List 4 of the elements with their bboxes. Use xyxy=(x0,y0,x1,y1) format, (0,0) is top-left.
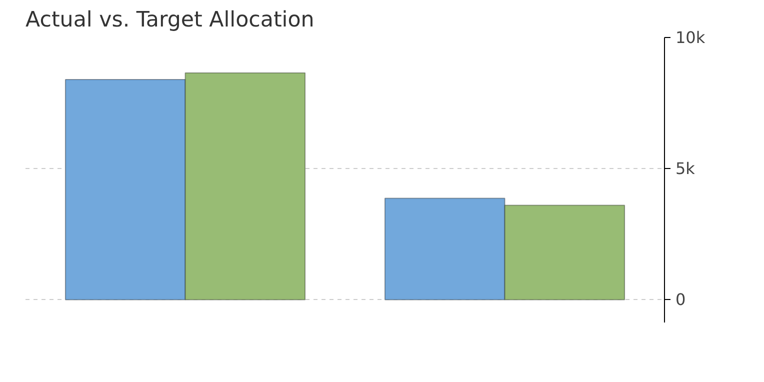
y-tick-label: 10k xyxy=(676,28,706,47)
y-tick-label: 0 xyxy=(676,290,686,310)
y-tick-label: 5k xyxy=(676,159,696,178)
chart-title: Actual vs. Target Allocation xyxy=(26,8,314,32)
